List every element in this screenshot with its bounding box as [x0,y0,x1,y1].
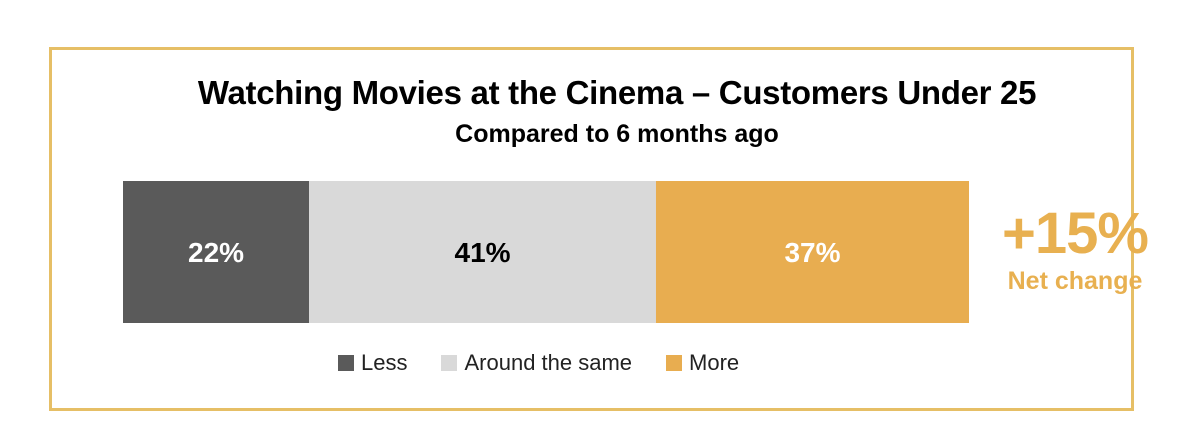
legend-label-more: More [689,350,740,375]
chart-frame [49,47,1134,411]
data-label-less: 22% [188,237,244,268]
legend-swatch-same [441,355,458,371]
legend: Less Around the same More [338,350,773,376]
legend-label-same: Around the same [464,350,633,375]
chart-subtitle: Compared to 6 months ago [455,120,779,148]
bar-segment-same [309,181,656,323]
net-change-value: +15% [1002,201,1149,266]
data-label-more: 37% [784,237,840,268]
legend-label-less: Less [361,350,408,375]
legend-swatch-more [666,355,683,371]
bar-segment-more [655,181,969,323]
data-label-same: 41% [455,237,511,268]
legend-item-same: Around the same [441,350,632,376]
legend-swatch-less [338,355,354,371]
legend-item-less: Less [338,350,407,376]
net-change-label: Net change [1007,267,1143,295]
chart-title: Watching Movies at the Cinema – Customer… [197,74,1037,111]
bar-segment-less [123,181,310,323]
legend-item-more: More [666,350,739,376]
